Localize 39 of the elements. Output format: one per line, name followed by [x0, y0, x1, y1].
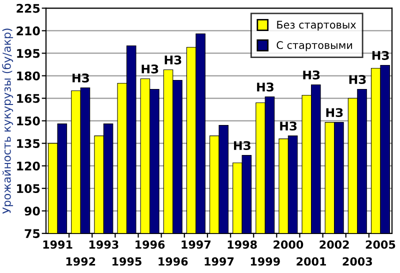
y-tick-label: 135	[17, 139, 40, 148]
data-label: НЗ	[234, 141, 250, 150]
y-tick-label: 180	[17, 71, 40, 80]
x-tick-label: 1999	[250, 257, 280, 266]
x-tick-label: 1995	[112, 257, 142, 266]
legend-label: С стартовыми	[276, 41, 352, 52]
y-tick-label: 75	[24, 229, 40, 238]
x-tick-label: 1992	[66, 257, 96, 266]
x-tick-label: 1998	[228, 240, 257, 249]
y-tick-label: 225	[16, 4, 40, 13]
x-tick-label: 1997	[204, 257, 234, 266]
data-label: НЗ	[372, 51, 389, 60]
data-label: НЗ	[164, 56, 182, 64]
x-tick-label: 1991	[43, 240, 72, 249]
x-tick-label: 1996	[158, 257, 188, 266]
y-tick-label: 120	[17, 162, 40, 170]
y-tick-label: 105	[17, 184, 40, 194]
x-tick-label: 1993	[89, 240, 118, 249]
y-axis-title: Урожайность кукурузы (бу/акр)	[2, 28, 14, 214]
x-tick-label: 2000	[274, 240, 304, 249]
x-tick-label: 2001	[296, 257, 326, 266]
legend-label: Без стартовых	[277, 20, 356, 31]
data-label: НЗ	[257, 82, 274, 92]
x-tick-label: 2003	[342, 257, 372, 266]
data-label: НЗ	[349, 75, 366, 84]
data-label: НЗ	[72, 74, 89, 82]
x-tick-label: 1997	[182, 240, 211, 249]
y-tick-label: 90	[24, 206, 40, 216]
data-label: НЗ	[326, 108, 343, 118]
y-tick-label: 165	[17, 94, 40, 103]
x-tick-label: 2002	[320, 240, 349, 249]
y-tick-label: 210	[16, 26, 40, 36]
x-tick-label: 2005	[366, 240, 396, 249]
y-tick-label: 195	[17, 48, 40, 58]
x-tick-label: 1996	[136, 240, 165, 249]
data-label: НЗ	[280, 122, 297, 131]
data-label: НЗ	[142, 64, 158, 74]
data-label: НЗ	[303, 70, 320, 80]
y-tick-label: 150	[17, 116, 40, 126]
